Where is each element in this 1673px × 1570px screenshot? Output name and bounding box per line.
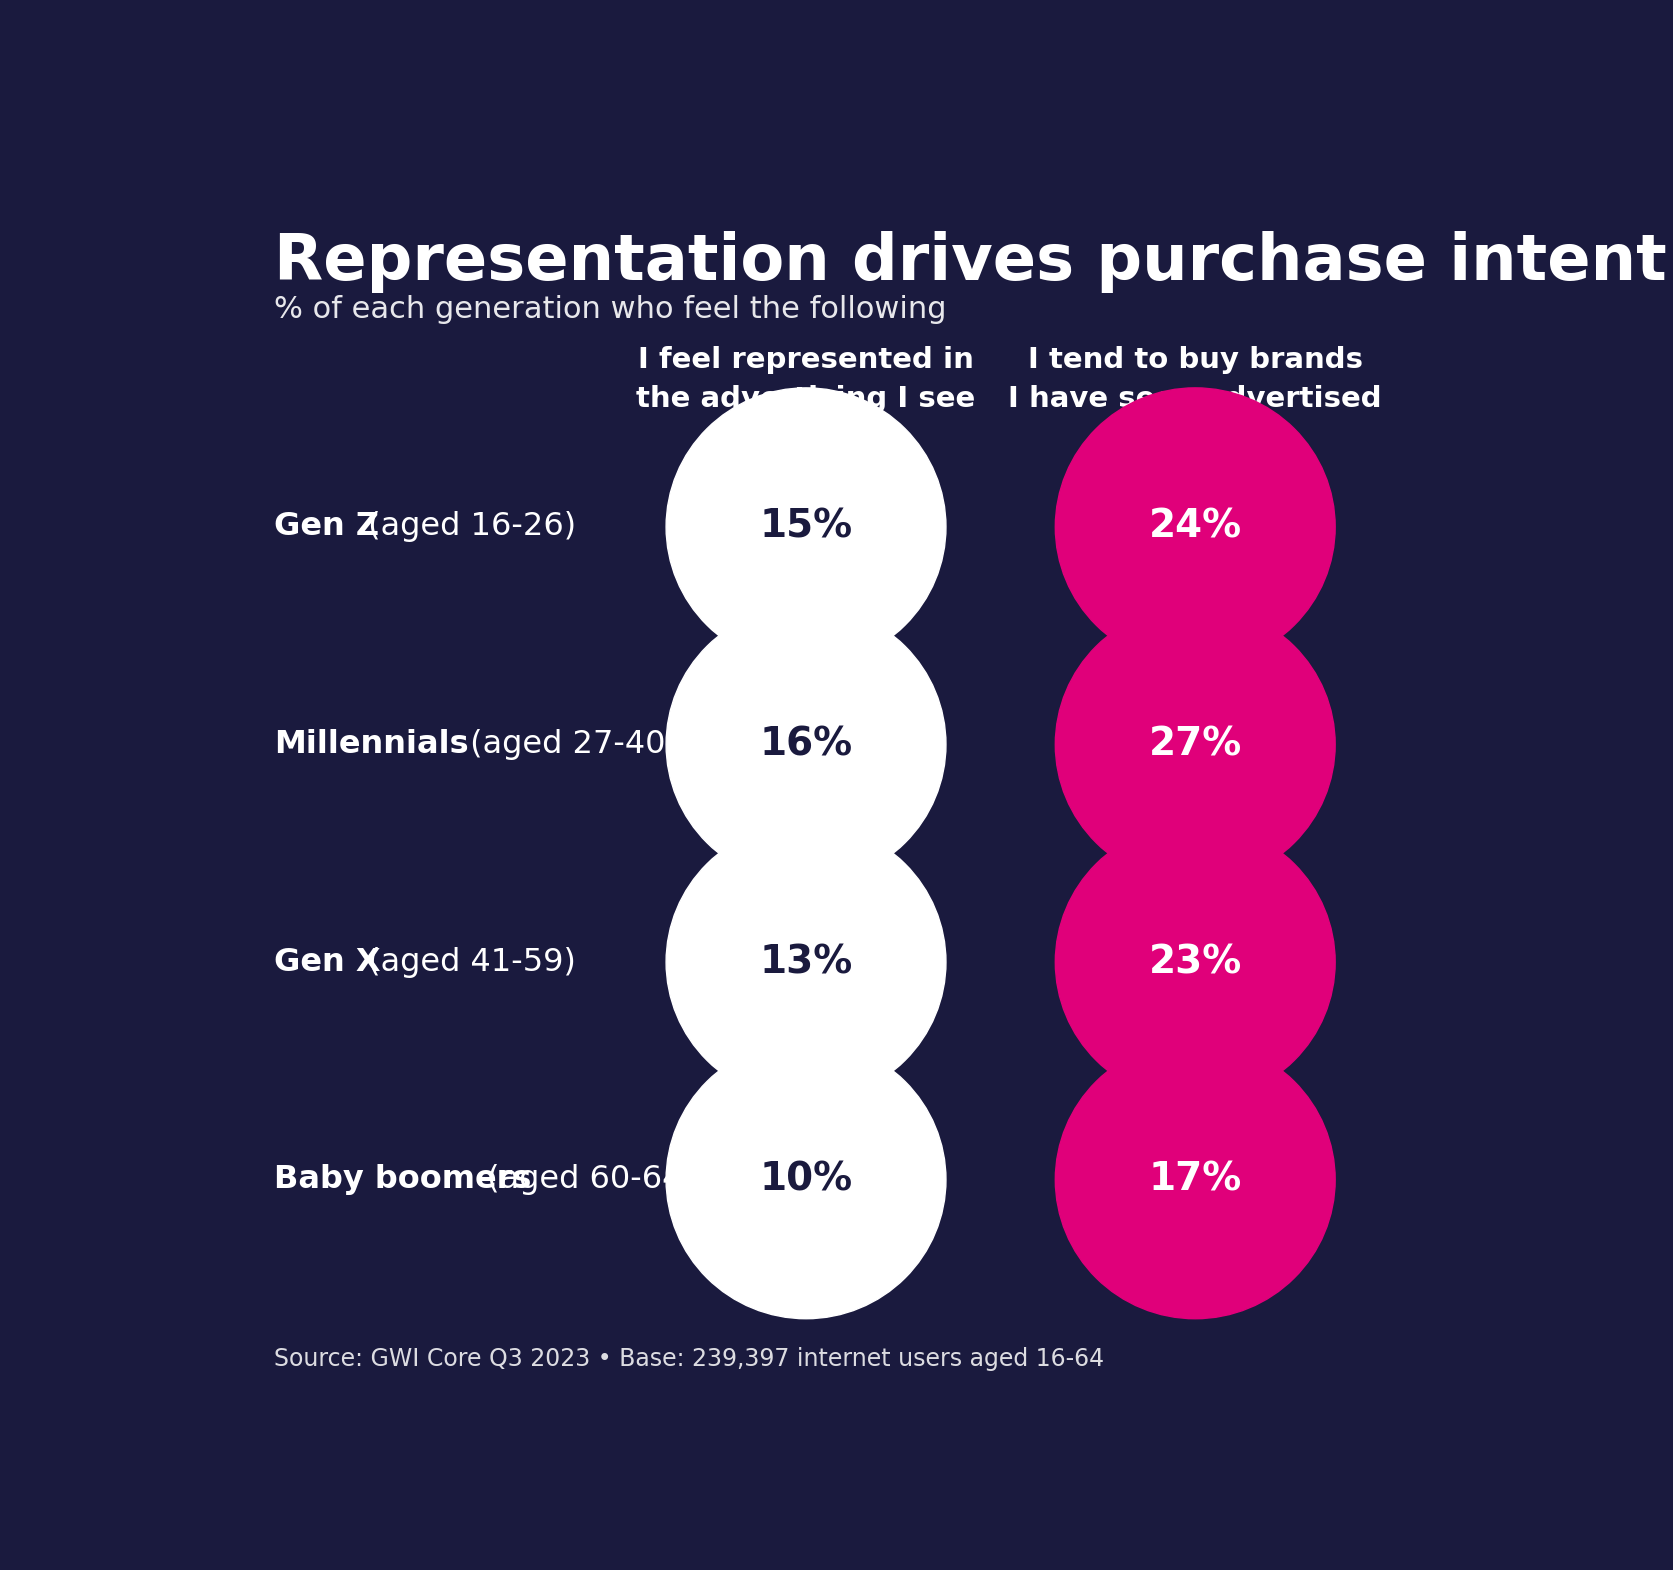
Text: 10%: 10% bbox=[760, 1160, 852, 1199]
Text: Gen X (aged 41-59): Gen X (aged 41-59) bbox=[274, 947, 589, 978]
Text: Millennials: Millennials bbox=[274, 728, 468, 760]
Ellipse shape bbox=[1054, 606, 1335, 884]
Text: (aged 60-64): (aged 60-64) bbox=[477, 1165, 694, 1195]
Text: 17%: 17% bbox=[1148, 1160, 1241, 1199]
Text: (aged 41-59): (aged 41-59) bbox=[358, 947, 576, 978]
Text: I tend to buy brands
I have seen advertised: I tend to buy brands I have seen adverti… bbox=[1007, 345, 1382, 413]
Text: (aged 27-40): (aged 27-40) bbox=[460, 728, 678, 760]
Text: 15%: 15% bbox=[760, 507, 852, 546]
Text: Gen Z (aged 16-26): Gen Z (aged 16-26) bbox=[274, 512, 589, 542]
Ellipse shape bbox=[1054, 1041, 1335, 1319]
Text: Representation drives purchase intent: Representation drives purchase intent bbox=[274, 231, 1666, 292]
Text: (aged 16-26): (aged 16-26) bbox=[358, 512, 576, 542]
Ellipse shape bbox=[666, 823, 945, 1101]
Text: 13%: 13% bbox=[760, 944, 852, 981]
Text: 24%: 24% bbox=[1148, 507, 1241, 546]
Text: Source: GWI Core Q3 2023 • Base: 239,397 internet users aged 16-64: Source: GWI Core Q3 2023 • Base: 239,397… bbox=[274, 1347, 1104, 1371]
Ellipse shape bbox=[1054, 388, 1335, 666]
Text: Baby boomers: Baby boomers bbox=[274, 1165, 530, 1195]
Text: % of each generation who feel the following: % of each generation who feel the follow… bbox=[274, 295, 945, 323]
Text: Gen Z: Gen Z bbox=[274, 512, 380, 542]
Text: Millennials (aged 27-40): Millennials (aged 27-40) bbox=[274, 728, 659, 760]
Text: 27%: 27% bbox=[1148, 725, 1241, 763]
Text: Gen X: Gen X bbox=[274, 947, 380, 978]
Text: 16%: 16% bbox=[760, 725, 852, 763]
Text: I feel represented in
the advertising I see: I feel represented in the advertising I … bbox=[636, 345, 975, 413]
Text: 23%: 23% bbox=[1148, 944, 1241, 981]
Ellipse shape bbox=[1054, 823, 1335, 1101]
Ellipse shape bbox=[666, 388, 945, 666]
Ellipse shape bbox=[666, 606, 945, 884]
Text: Baby boomers (aged 60-64): Baby boomers (aged 60-64) bbox=[274, 1165, 723, 1195]
Ellipse shape bbox=[666, 1041, 945, 1319]
